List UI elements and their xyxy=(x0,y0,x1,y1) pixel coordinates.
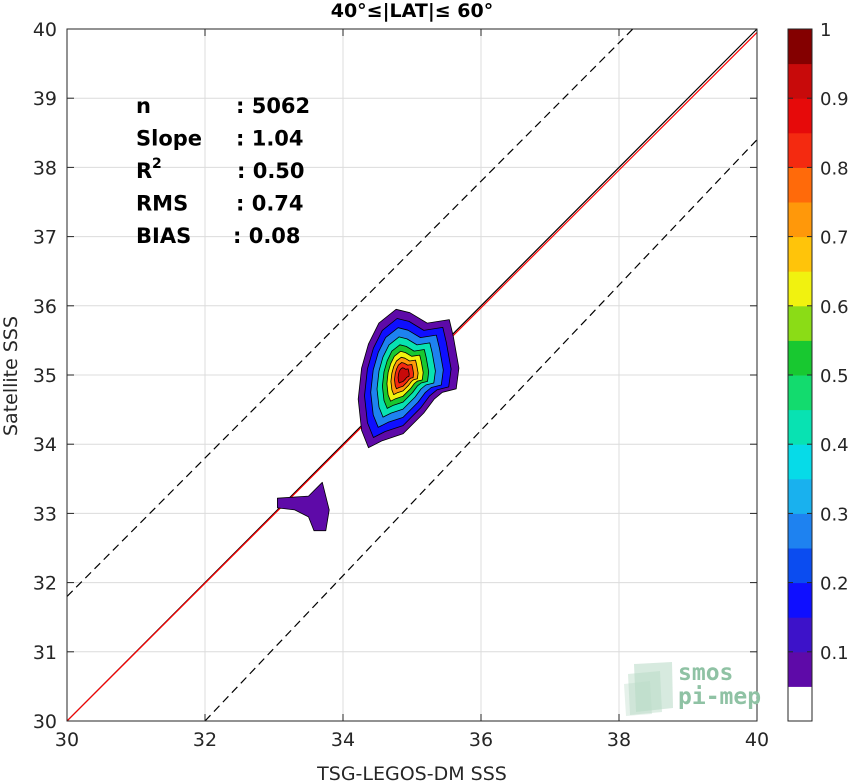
colorbar-tick-label: 0.6 xyxy=(820,297,849,318)
colorbar-segment xyxy=(788,132,812,168)
colorbar-segment xyxy=(788,513,812,549)
y-tick-label: 31 xyxy=(33,642,57,664)
logo-mark-icon xyxy=(624,662,673,716)
colorbar-tick-label: 0.3 xyxy=(820,504,849,525)
x-tick-label: 30 xyxy=(55,729,79,751)
x-tick-label: 32 xyxy=(193,729,217,751)
colorbar-segment xyxy=(788,271,812,307)
colorbar-segment xyxy=(788,63,812,99)
colorbar-segment xyxy=(788,375,812,411)
x-tick-label: 34 xyxy=(331,729,355,751)
logo-text-smos: smos xyxy=(678,660,733,686)
smos-pi-mep-logo: smos pi-mep xyxy=(624,660,761,716)
x-tick-label: 36 xyxy=(469,729,493,751)
colorbar-segment xyxy=(788,651,812,687)
colorbar-tick-label: 1 xyxy=(820,20,831,41)
colorbar-segment xyxy=(788,548,812,584)
stat-value-slope: : 1.04 xyxy=(236,127,304,151)
y-axis-label: Satellite SSS xyxy=(0,316,22,436)
colorbar-segment xyxy=(788,444,812,480)
stat-label-bias: BIAS xyxy=(136,224,191,248)
colorbar-segment xyxy=(788,98,812,134)
y-tick-label: 36 xyxy=(33,296,57,318)
stat-value-r: : 0.50 xyxy=(237,159,305,183)
y-tick-label: 34 xyxy=(33,434,57,456)
colorbar-segment xyxy=(788,29,812,65)
colorbar-tick-label: 0.4 xyxy=(820,435,849,456)
lower-bound-line xyxy=(204,139,758,722)
x-tick-label: 38 xyxy=(607,729,631,751)
y-tick-label: 30 xyxy=(33,711,57,733)
stat-value-n: : 5062 xyxy=(236,94,310,118)
upper-bound-line xyxy=(66,28,634,597)
colorbar-segment xyxy=(788,236,812,272)
stat-superscript: 2 xyxy=(152,156,162,172)
colorbar-tick-label: 0.7 xyxy=(820,228,849,249)
colorbar-segment xyxy=(788,686,812,722)
colorbar-segment xyxy=(788,582,812,618)
y-tick-label: 33 xyxy=(33,503,57,525)
colorbar: 0.1 0.2 0.3 0.4 0.5 0.6 0.7 0.8 0.9 1 xyxy=(787,20,849,722)
y-tick-label: 38 xyxy=(33,157,57,179)
chart-title: 40°≤|LAT|≤ 60° xyxy=(331,0,494,22)
stat-label-rms: RMS xyxy=(136,192,188,216)
y-axis-ticks: 30 31 32 33 34 35 36 37 38 39 40 xyxy=(33,19,757,733)
y-tick-label: 40 xyxy=(33,19,57,41)
colorbar-tick-label: 0.9 xyxy=(820,89,849,110)
logo-text-pi-mep: pi-mep xyxy=(678,684,761,710)
y-tick-label: 39 xyxy=(33,88,57,110)
y-tick-label: 35 xyxy=(33,365,57,387)
colorbar-segment xyxy=(788,202,812,238)
secondary-contour xyxy=(276,481,330,532)
colorbar-tick-label: 0.5 xyxy=(820,366,849,387)
colorbar-segment xyxy=(788,478,812,514)
colorbar-segment xyxy=(788,305,812,341)
colorbar-segment xyxy=(788,340,812,376)
stat-value-rms: : 0.74 xyxy=(236,192,304,216)
statistics-box: n : 5062 Slope : 1.04 R 2 : 0.50 RMS : 0.74 BIAS:… xyxy=(136,94,310,248)
x-axis-ticks: 30 32 34 36 38 40 xyxy=(55,29,769,751)
y-tick-label: 37 xyxy=(33,227,57,249)
x-tick-label: 40 xyxy=(745,729,769,751)
density-contours xyxy=(276,308,460,532)
contour-level-9 xyxy=(397,367,410,384)
colorbar-segment xyxy=(788,167,812,203)
stat-label-r: R xyxy=(136,159,152,183)
y-tick-label: 32 xyxy=(33,573,57,595)
x-axis-label: TSG-LEGOS-DM SSS xyxy=(316,763,507,784)
stat-label-slope: Slope xyxy=(136,127,202,151)
colorbar-tick-label: 0.1 xyxy=(820,643,849,664)
colorbar-tick-label: 0.8 xyxy=(820,158,849,179)
stat-value-bias: : 0.08 xyxy=(233,224,301,248)
colorbar-segment xyxy=(788,617,812,653)
stat-label-n: n xyxy=(136,94,151,118)
colorbar-segment xyxy=(788,409,812,445)
colorbar-tick-label: 0.2 xyxy=(820,574,849,595)
